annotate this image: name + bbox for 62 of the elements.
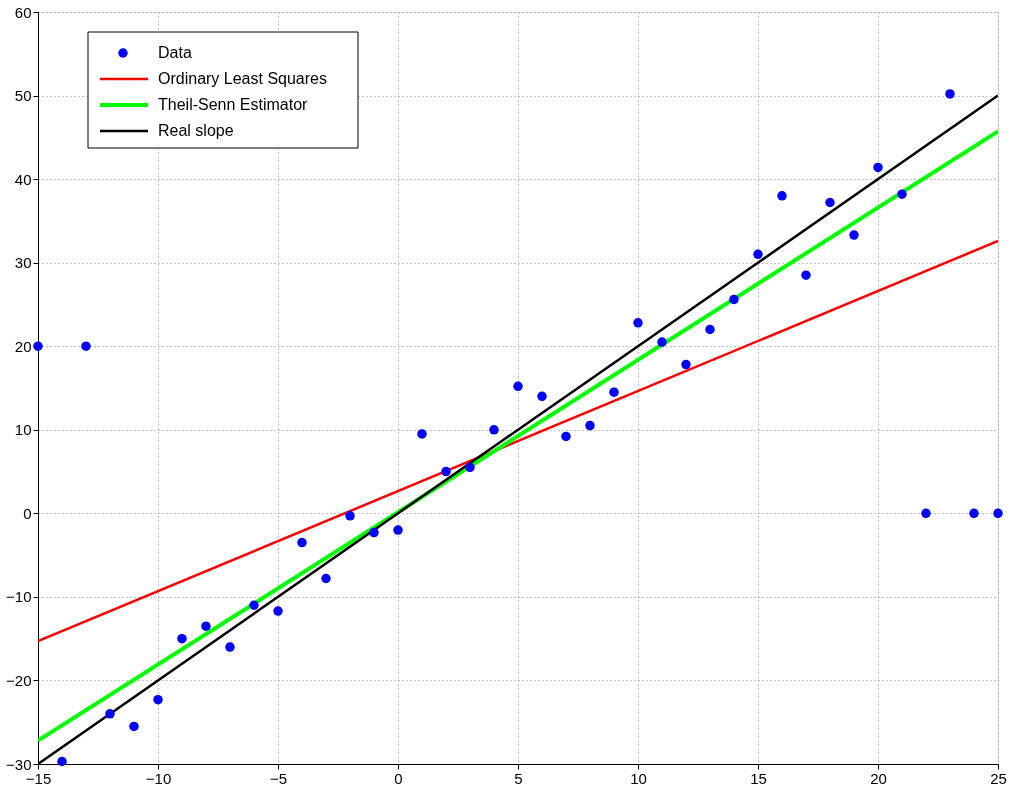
point bbox=[33, 341, 43, 351]
y-tick-label: −10 bbox=[6, 588, 32, 606]
y-tick-label: −20 bbox=[6, 671, 32, 689]
x-tick-label: 0 bbox=[394, 769, 403, 787]
point bbox=[417, 429, 427, 439]
point bbox=[849, 230, 859, 240]
x-tick-label: 25 bbox=[990, 769, 1007, 787]
point bbox=[921, 508, 931, 519]
point bbox=[57, 756, 67, 767]
point bbox=[105, 709, 115, 719]
point bbox=[225, 642, 235, 652]
point bbox=[489, 425, 499, 435]
point bbox=[705, 324, 715, 335]
point bbox=[465, 462, 475, 473]
x-tick-label: −10 bbox=[145, 769, 172, 787]
point bbox=[393, 525, 403, 535]
legend-label: Ordinary Least Squares bbox=[158, 70, 327, 87]
legend-label: Data bbox=[158, 44, 192, 61]
point bbox=[897, 189, 907, 199]
legend-label: Real slope bbox=[158, 122, 234, 139]
point bbox=[753, 249, 763, 260]
y-tick-label: 10 bbox=[14, 421, 32, 439]
x-tick-label: 10 bbox=[630, 769, 647, 787]
point bbox=[249, 600, 259, 610]
legend-label: Theil-Senn Estimator bbox=[158, 96, 309, 113]
point bbox=[321, 573, 331, 584]
point bbox=[825, 197, 835, 208]
point bbox=[585, 420, 595, 431]
x-tick-label: −5 bbox=[269, 769, 288, 787]
y-tick-label: 30 bbox=[14, 254, 32, 272]
point bbox=[993, 508, 1003, 519]
point bbox=[729, 294, 739, 305]
x-tick-label: 20 bbox=[870, 769, 887, 787]
point bbox=[177, 633, 187, 644]
point bbox=[969, 508, 979, 519]
x-tick-label: 15 bbox=[750, 769, 767, 787]
point bbox=[801, 270, 811, 280]
point bbox=[657, 337, 667, 347]
x-tick-label: 5 bbox=[514, 769, 523, 787]
point bbox=[297, 537, 307, 548]
point bbox=[513, 381, 523, 392]
point bbox=[873, 162, 883, 173]
point bbox=[81, 341, 91, 351]
point bbox=[441, 466, 451, 477]
point bbox=[537, 391, 547, 402]
point bbox=[153, 694, 163, 705]
point bbox=[609, 387, 619, 397]
y-tick-label: 0 bbox=[23, 504, 32, 522]
point bbox=[777, 191, 787, 201]
y-tick-label: 20 bbox=[14, 337, 32, 355]
point bbox=[369, 527, 379, 538]
point bbox=[633, 318, 643, 328]
y-tick-label: 50 bbox=[14, 87, 32, 105]
y-tick-label: 60 bbox=[14, 3, 32, 21]
point bbox=[129, 721, 139, 732]
point bbox=[345, 511, 355, 521]
y-tick-label: 40 bbox=[14, 170, 32, 188]
point bbox=[561, 431, 571, 442]
point bbox=[945, 89, 955, 99]
point bbox=[273, 606, 283, 616]
point bbox=[201, 621, 211, 631]
point bbox=[681, 359, 691, 370]
